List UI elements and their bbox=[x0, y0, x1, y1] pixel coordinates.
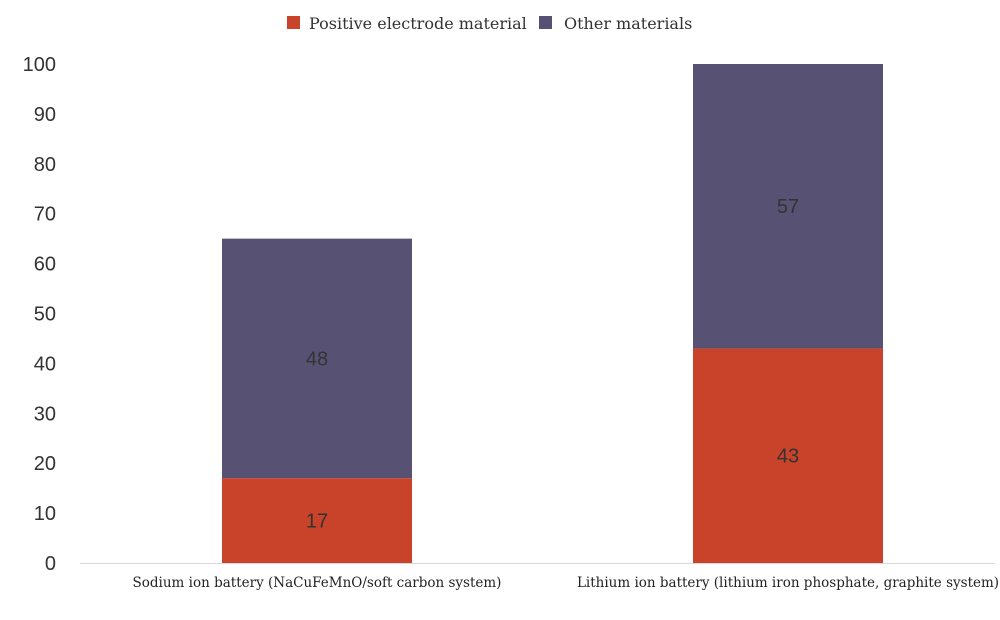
category-label-0: Sodium ion battery (NaCuFeMnO/soft carbo… bbox=[133, 575, 502, 591]
y-tick-label: 100 bbox=[23, 54, 56, 76]
y-tick-label: 30 bbox=[34, 403, 56, 425]
y-tick-label: 90 bbox=[34, 104, 56, 126]
legend-label-0: Positive electrode material bbox=[309, 14, 527, 33]
y-tick-label: 60 bbox=[34, 254, 56, 276]
y-tick-label: 50 bbox=[34, 304, 56, 326]
bar-segment-1-0 bbox=[693, 348, 883, 563]
y-tick-label: 40 bbox=[34, 353, 56, 375]
data-label-0-1: 48 bbox=[306, 348, 328, 370]
category-label-1: Lithium ion battery (lithium iron phosph… bbox=[577, 575, 999, 591]
chart-legend: Positive electrode material Other materia… bbox=[287, 14, 692, 33]
data-label-1-1: 57 bbox=[777, 196, 799, 218]
data-label-0-0: 17 bbox=[306, 511, 328, 533]
y-tick-label: 20 bbox=[34, 453, 56, 475]
y-tick-label: 0 bbox=[45, 553, 56, 575]
y-tick-label: 70 bbox=[34, 204, 56, 226]
y-tick-label: 80 bbox=[34, 154, 56, 176]
bar-segment-1-1 bbox=[693, 64, 883, 349]
data-label-1-0: 43 bbox=[777, 446, 799, 468]
bar-segment-0-0 bbox=[222, 478, 412, 563]
bar-segment-0-1 bbox=[222, 238, 412, 479]
x-axis: Sodium ion battery (NaCuFeMnO/soft carbo… bbox=[80, 563, 999, 591]
bars: 17 48 43 57 bbox=[222, 64, 883, 563]
legend-swatch-0 bbox=[287, 16, 300, 29]
y-axis: 0 10 20 30 40 50 60 70 80 90 100 bbox=[23, 54, 56, 575]
y-tick-label: 10 bbox=[34, 503, 56, 525]
legend-swatch-1 bbox=[539, 16, 552, 29]
legend-label-1: Other materials bbox=[564, 14, 692, 33]
